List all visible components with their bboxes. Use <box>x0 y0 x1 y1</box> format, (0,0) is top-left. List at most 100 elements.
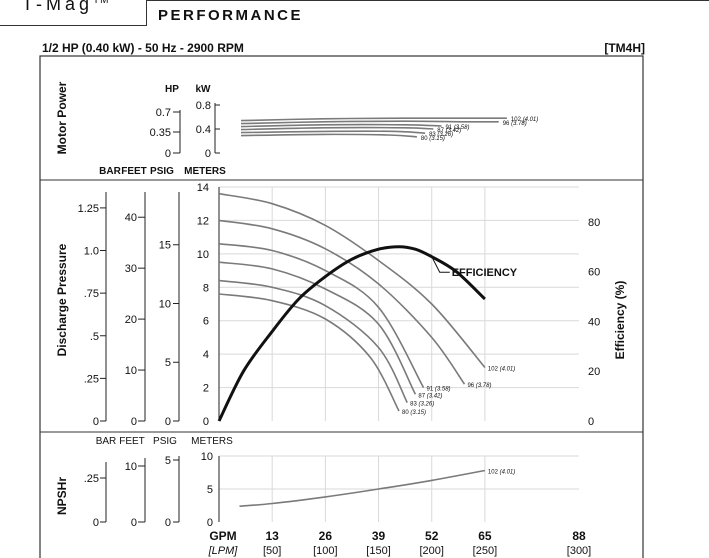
hp-tick-label: 0 <box>165 148 171 160</box>
npshr-curve-102 <box>239 469 486 507</box>
head-curve-label: 83 (3.26) <box>410 402 434 408</box>
power-curve-80 <box>240 133 417 138</box>
header-rule <box>146 0 709 1</box>
bar-tick-label: .25 <box>84 473 99 485</box>
head-curve-87 <box>218 261 417 395</box>
npshr-axis-label: NPSHr <box>55 477 69 515</box>
kw-tick-label: 0.8 <box>196 100 211 112</box>
bar-tick-label: .25 <box>84 373 99 385</box>
feet-tick-label: 10 <box>125 461 137 473</box>
x-tick-lpm: [300] <box>567 545 591 557</box>
x-tick-lpm: [200] <box>419 545 443 557</box>
head-curve-label: 96 (3.78) <box>467 383 491 389</box>
efficiency-tick-label: 40 <box>588 316 600 328</box>
npshr-axis-title: BAR <box>96 436 117 447</box>
feet-tick-label: 0 <box>131 517 137 529</box>
psig-tick-label: 5 <box>165 455 171 467</box>
npshr-axis-title: FEET <box>119 436 145 447</box>
bar-tick-label: .5 <box>90 331 99 343</box>
meters-tick-label: 6 <box>203 316 209 328</box>
efficiency-curve <box>217 245 486 422</box>
meters-tick-label: 14 <box>197 182 209 194</box>
power-curve-83 <box>240 130 426 134</box>
pressure-axis-title: METERS <box>184 166 226 177</box>
meters-tick-label: 10 <box>197 249 209 261</box>
efficiency-tick-label: 80 <box>588 217 600 229</box>
power-curve-87 <box>240 126 434 131</box>
feet-tick-label: 10 <box>125 365 137 377</box>
meters-tick-label: 5 <box>207 484 213 496</box>
x-tick-gpm: 88 <box>572 529 586 543</box>
page-header: T-MagTM PERFORMANCE <box>0 0 709 34</box>
kw-axis-title: kW <box>196 84 212 95</box>
power-curve-label: 87 (3.42) <box>437 128 461 134</box>
bar-tick-label: 0 <box>93 416 99 428</box>
head-curve-96 <box>218 219 466 385</box>
power-curve-label: 91 (3.58) <box>445 125 469 131</box>
x-tick-gpm: 65 <box>478 529 492 543</box>
pressure-axis-title: PSIG <box>150 166 174 177</box>
x-tick-lpm: [250] <box>473 545 497 557</box>
hp-axis-title: HP <box>165 84 179 95</box>
psig-tick-label: 0 <box>165 416 171 428</box>
bar-tick-label: 0 <box>93 517 99 529</box>
head-curve-91 <box>218 243 425 388</box>
efficiency-leader <box>430 254 450 273</box>
hp-tick-label: 0.7 <box>156 107 171 119</box>
power-curve-label: 102 (4.01) <box>511 117 538 123</box>
psig-tick-label: 10 <box>159 298 171 310</box>
meters-tick-label: 4 <box>203 349 209 361</box>
feet-tick-label: 30 <box>125 263 137 275</box>
head-curve-83 <box>218 279 408 403</box>
brand-trademark: TM <box>93 0 110 6</box>
efficiency-axis-label: Efficiency (%) <box>613 281 627 360</box>
pressure-axis-title: BAR <box>99 166 121 177</box>
discharge-axis-label: Discharge Pressure <box>55 243 69 356</box>
head-curve-label: 91 (3.58) <box>427 387 451 393</box>
x-tick-gpm: 13 <box>266 529 280 543</box>
pressure-axis-title: FEET <box>121 166 147 177</box>
feet-tick-label: 0 <box>131 416 137 428</box>
efficiency-tick-label: 60 <box>588 267 600 279</box>
efficiency-label: EFFICIENCY <box>452 267 518 279</box>
brand-box <box>0 0 147 26</box>
feet-tick-label: 20 <box>125 314 137 326</box>
x-tick-gpm: GPM <box>209 529 236 543</box>
kw-tick-label: 0.4 <box>196 124 211 136</box>
motor-spec: 1/2 HP (0.40 kW) - 50 Hz - 2900 RPM <box>42 41 244 55</box>
meters-tick-label: 12 <box>197 215 209 227</box>
bar-tick-label: 1.0 <box>84 246 99 258</box>
npshr-axis-title: METERS <box>191 436 233 447</box>
head-curve-80 <box>218 293 400 412</box>
efficiency-tick-label: 20 <box>588 366 600 378</box>
npshr-curve-label: 102 (4.01) <box>488 470 515 476</box>
npshr-axis-title: PSIG <box>153 436 177 447</box>
meters-tick-label: 10 <box>201 451 213 463</box>
x-tick-gpm: 52 <box>425 529 439 543</box>
psig-tick-label: 15 <box>159 240 171 252</box>
model-code: [TM4H] <box>604 41 645 55</box>
brand-name: T-Mag <box>22 0 94 14</box>
bar-tick-label: 1.25 <box>78 203 99 215</box>
meters-tick-label: 0 <box>207 517 213 529</box>
power-curve-label: 80 (3.15) <box>421 136 445 142</box>
power-curve-label: 83 (3.26) <box>429 132 453 138</box>
motor-power-axis-label: Motor Power <box>55 81 69 154</box>
psig-tick-label: 0 <box>165 517 171 529</box>
bar-tick-label: .75 <box>84 288 99 300</box>
head-curve-label: 102 (4.01) <box>488 367 515 373</box>
x-tick-lpm: [100] <box>313 545 337 557</box>
head-curve-102 <box>218 192 486 369</box>
efficiency-tick-label: 0 <box>588 416 594 428</box>
power-curve-label: 96 (3.78) <box>503 121 527 127</box>
meters-tick-label: 2 <box>203 383 209 395</box>
hp-tick-label: 0.35 <box>150 127 171 139</box>
meters-tick-label: 0 <box>203 416 209 428</box>
x-tick-gpm: 39 <box>372 529 386 543</box>
section-title: PERFORMANCE <box>158 7 304 24</box>
power-curve-96 <box>240 120 499 125</box>
head-curve-label: 87 (3.42) <box>418 393 442 399</box>
feet-tick-label: 40 <box>125 212 137 224</box>
psig-tick-label: 5 <box>165 357 171 369</box>
